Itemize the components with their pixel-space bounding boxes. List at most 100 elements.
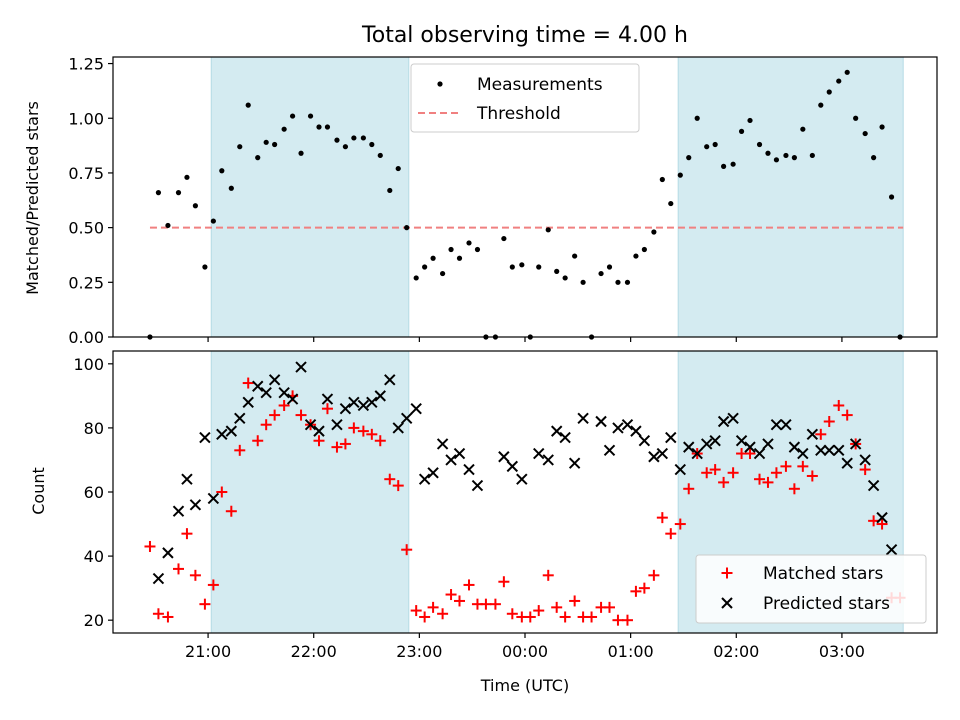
bottom-predicted-point-b — [717, 415, 730, 428]
top-measurement-point — [404, 225, 410, 231]
top-measurement-point — [659, 176, 665, 183]
top-shaded-interval — [678, 57, 904, 337]
bottom-predicted-point-b — [603, 444, 616, 457]
bottom-predicted-point-b — [815, 444, 827, 457]
top-measurement-point — [501, 235, 507, 242]
bottom-predicted-point — [744, 441, 756, 453]
top-measurement-point — [641, 246, 647, 253]
bottom-matched-point — [260, 419, 272, 431]
bottom-predicted-point-b — [234, 412, 246, 425]
bottom-matched-point — [366, 428, 378, 440]
top-shaded-interval — [211, 57, 409, 337]
bottom-predicted-point — [427, 467, 439, 479]
bottom-predicted-point — [304, 418, 317, 431]
top-measurement-point — [413, 275, 419, 281]
top-measurement-point — [800, 126, 806, 132]
bottom-predicted-point — [542, 454, 554, 466]
bottom-predicted-point-b — [418, 473, 431, 485]
bottom-matched-point — [144, 540, 156, 552]
top-measurement-point — [351, 135, 357, 141]
top-measurement-point — [624, 279, 631, 285]
bottom-predicted-point — [833, 444, 845, 457]
legend-threshold-label: Threshold — [476, 104, 561, 124]
bottom-matched-point — [427, 601, 439, 613]
top-measurement-point — [456, 255, 463, 261]
bottom-matched-point — [278, 399, 290, 411]
top-measurement-point — [844, 69, 850, 75]
bottom-matched-point — [181, 528, 193, 540]
bottom-predicted-point — [665, 431, 677, 444]
bottom-predicted-point — [453, 447, 466, 460]
bottom-predicted-point-b — [550, 425, 563, 437]
bottom-predicted-point — [234, 412, 246, 425]
bottom-matched-point — [199, 598, 211, 610]
bottom-predicted-point — [463, 463, 475, 476]
bottom-predicted-point-b — [410, 402, 422, 415]
top-measurement-point — [554, 268, 560, 274]
bottom-predicted-point — [199, 431, 211, 444]
bottom-predicted-point — [392, 422, 404, 434]
bottom-predicted-point-b — [304, 418, 317, 431]
bottom-predicted-point — [252, 380, 264, 392]
top-measurement-point — [272, 141, 278, 148]
bottom-predicted-point-b — [278, 386, 290, 399]
bottom-predicted-point — [374, 390, 386, 402]
bottom-predicted-point — [181, 473, 193, 485]
bottom-matched-point — [419, 611, 431, 623]
top-measurement-point — [651, 229, 657, 235]
top-measurement-point — [694, 115, 700, 121]
bottom-predicted-point — [885, 543, 898, 556]
bottom-matched-point — [806, 470, 818, 482]
bottom-predicted-point — [683, 441, 695, 453]
top-measurement-point — [871, 155, 877, 161]
bottom-shaded-interval — [211, 351, 409, 633]
bottom-matched-point — [252, 435, 264, 447]
bottom-matched-point — [762, 476, 774, 488]
bottom-x-tick-label: 22:00 — [291, 642, 337, 661]
bottom-matched-point — [630, 585, 642, 597]
bottom-predicted-point — [516, 473, 528, 485]
bottom-predicted-point-b — [181, 473, 193, 485]
bottom-predicted-point — [806, 428, 819, 441]
bottom-predicted-point — [691, 447, 703, 460]
top-measurement-point — [888, 194, 895, 200]
top-measurement-point — [184, 174, 190, 180]
bottom-matched-point — [152, 608, 164, 620]
bottom-predicted-point — [841, 457, 853, 469]
bottom-predicted-point-b — [876, 511, 888, 524]
bottom-predicted-point-b — [674, 463, 686, 476]
bottom-predicted-point — [339, 402, 352, 415]
bottom-matched-point — [313, 435, 325, 447]
bottom-predicted-point-b — [516, 473, 528, 485]
bottom-x-tick-label: 03:00 — [819, 642, 865, 661]
bottom-predicted-point-b — [242, 396, 254, 408]
bottom-matched-point — [683, 483, 695, 495]
legend-matched-label: Matched stars — [763, 564, 883, 584]
bottom-predicted-point-b — [445, 454, 457, 466]
bottom-x-tick-label: 23:00 — [396, 642, 442, 661]
bottom-predicted-point — [559, 431, 571, 444]
bottom-predicted-point-b — [189, 499, 202, 511]
bottom-matched-point — [727, 467, 739, 479]
top-measurement-point — [633, 253, 639, 259]
bottom-matched-point — [841, 409, 853, 421]
bottom-matched-point — [321, 403, 333, 415]
chart-title: Total observing time = 4.00 h — [361, 23, 688, 48]
bottom-predicted-point-b — [744, 441, 756, 453]
bottom-predicted-point — [709, 435, 721, 447]
bottom-predicted-point-b — [286, 393, 299, 405]
bottom-matched-point — [189, 569, 201, 581]
bottom-predicted-point — [630, 425, 642, 437]
bottom-matched-point — [868, 515, 880, 527]
bottom-matched-point — [823, 416, 835, 427]
top-measurement-point — [791, 155, 797, 161]
top-measurement-point — [879, 124, 885, 130]
bottom-predicted-point — [400, 412, 413, 425]
bottom-matched-point — [621, 614, 633, 626]
bottom-predicted-point — [550, 425, 563, 437]
bottom-matched-point — [718, 476, 730, 488]
bottom-predicted-point-b — [683, 441, 695, 453]
top-measurement-point — [440, 270, 446, 277]
bottom-predicted-point — [207, 492, 220, 505]
